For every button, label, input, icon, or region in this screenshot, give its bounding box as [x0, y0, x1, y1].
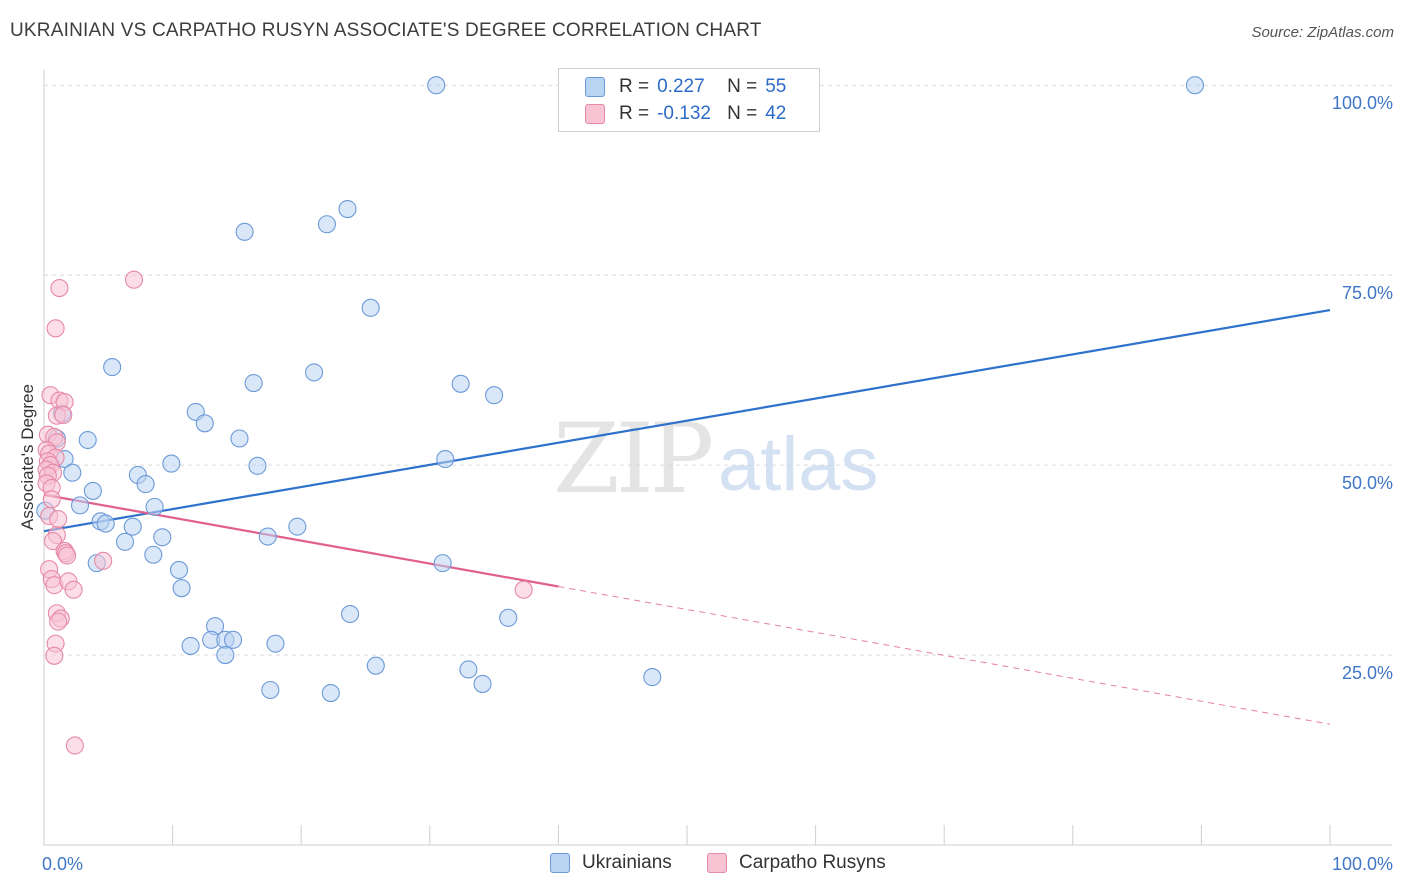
ukrainians-point	[1185, 76, 1205, 95]
ukrainians-point	[216, 645, 235, 665]
ukrainians-point	[261, 680, 280, 700]
ukrainians-point	[181, 636, 200, 655]
ukrainians-point	[169, 560, 189, 580]
ukrainians-point	[643, 668, 662, 687]
grid-layer	[44, 84, 1392, 656]
y-tick-label: 25.0%	[1342, 663, 1393, 683]
ukrainians-point	[321, 683, 340, 703]
x-tick-label-min: 0.0%	[42, 854, 83, 874]
legend-n-label: N =	[727, 103, 758, 124]
y-tick-label: 75.0%	[1342, 283, 1393, 303]
ukrainians-point	[153, 528, 172, 547]
ukrainians-point	[433, 554, 452, 573]
rusyns-point	[64, 580, 83, 599]
ukrainians-point	[361, 298, 380, 317]
ukrainians-point	[223, 630, 243, 649]
rusyns-point	[45, 646, 64, 665]
ukrainians-point	[244, 373, 263, 393]
rusyns-point	[514, 580, 533, 599]
ukrainians-point	[235, 222, 254, 241]
rusyns-point	[54, 405, 73, 425]
legend-ukrainians-r: 0.227	[657, 76, 705, 97]
legend-rusyns-n: 42	[765, 103, 787, 124]
legend-r-label: R =	[619, 76, 650, 97]
ukrainians-point	[136, 475, 155, 494]
points-layer	[36, 76, 1205, 755]
label-layer: 25.0% 50.0% 75.0% 100.0% 0.0% 100.0% Associate…	[18, 93, 1393, 874]
rusyns-point	[49, 509, 68, 529]
rusyns-point	[65, 736, 84, 755]
legend-ukrainians-n: 55	[765, 76, 787, 97]
ukrainians-legend-swatch	[550, 853, 570, 873]
ukrainians-point	[83, 481, 102, 500]
ukrainians-point	[78, 430, 97, 450]
ukrainians-point	[63, 463, 82, 482]
rusyns-point	[46, 319, 65, 338]
ukrainians-point	[144, 545, 163, 564]
legend-row-rusyns: R = -0.132 N = 42	[585, 101, 786, 127]
watermark-zip: ZIP	[553, 403, 712, 515]
trend-layer	[43, 309, 1331, 725]
rusyns-trend-line	[43, 493, 559, 588]
bottom-legend-ukrainians: Ukrainians	[550, 852, 672, 874]
ukrainians-point	[451, 374, 470, 393]
ukrainians-point	[427, 76, 446, 95]
ukrainians-point	[172, 579, 191, 598]
stats-legend: R = 0.227 N = 55 R = -0.132 N = 42	[558, 68, 820, 132]
legend-n-label: N =	[727, 76, 758, 97]
ukrainians-point	[338, 199, 357, 219]
rusyns-swatch	[585, 104, 605, 124]
ukrainians-point	[145, 497, 164, 516]
watermark-layer: ZIP atlas	[553, 403, 879, 515]
chart-title: UKRAINIAN VS CARPATHO RUSYN ASSOCIATE'S …	[10, 20, 762, 41]
rusyns-point	[49, 612, 68, 631]
ukrainians-trend-line	[43, 309, 1331, 533]
y-tick-label: 50.0%	[1342, 473, 1393, 493]
legend-r-label: R =	[619, 103, 650, 124]
rusyns-point	[50, 279, 69, 298]
ukrainians-point	[115, 532, 135, 551]
ukrainians-point	[96, 514, 115, 533]
rusyns-legend-label: Carpatho Rusyns	[739, 852, 886, 873]
ukrainians-point	[366, 656, 385, 675]
ukrainians-swatch	[585, 77, 605, 97]
ukrainians-point	[341, 604, 360, 624]
ukrainians-point	[436, 449, 455, 469]
ukrainians-point	[485, 386, 504, 405]
ukrainians-point	[123, 517, 142, 536]
ukrainians-point	[288, 517, 307, 536]
ukrainians-point	[305, 363, 324, 382]
ukrainians-point	[103, 358, 122, 377]
rusyns-point	[42, 490, 61, 509]
ukrainians-point	[258, 527, 277, 546]
legend-row-ukrainians: R = 0.227 N = 55	[585, 74, 786, 100]
bottom-legend-rusyns: Carpatho Rusyns	[707, 852, 886, 874]
ukrainians-point	[459, 660, 478, 679]
ukrainians-legend-label: Ukrainians	[582, 852, 672, 873]
rusyns-point	[58, 546, 77, 565]
ukrainians-point	[230, 429, 249, 448]
rusyns-point	[94, 551, 113, 570]
legend-rusyns-r: -0.132	[657, 103, 711, 124]
ukrainians-point	[473, 674, 492, 693]
x-tick-label-max: 100.0%	[1332, 854, 1393, 874]
ukrainians-point	[266, 634, 285, 653]
y-axis-label: Associate's Degree	[18, 384, 37, 530]
rusyns-point	[43, 532, 63, 551]
rusyns-point	[124, 270, 144, 289]
rusyns-legend-swatch	[707, 853, 727, 873]
ukrainians-point	[499, 608, 518, 627]
ukrainians-point	[317, 215, 336, 234]
y-tick-label: 100.0%	[1332, 93, 1393, 113]
ukrainians-point	[195, 414, 214, 433]
ukrainians-point	[248, 456, 267, 475]
ukrainians-point	[162, 454, 181, 473]
source-label: Source: ZipAtlas.com	[1251, 24, 1394, 41]
ukrainians-point	[70, 496, 90, 515]
rusyns-trend-extension	[558, 586, 1331, 725]
watermark-atlas: atlas	[718, 422, 879, 507]
